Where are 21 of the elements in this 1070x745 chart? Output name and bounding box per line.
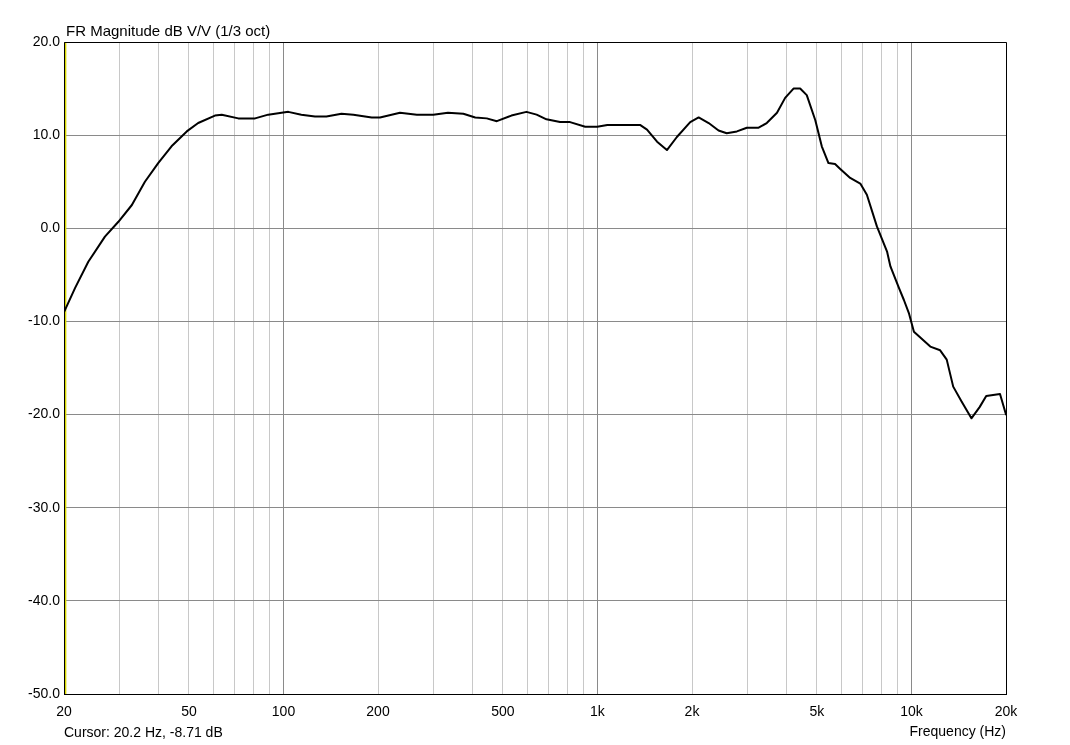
y-tick-label: 20.0: [32, 32, 61, 49]
x-tick-label: 200: [366, 703, 390, 720]
y-tick-label: -20.0: [28, 405, 61, 422]
y-tick-label: -40.0: [28, 591, 61, 608]
chart-title: FR Magnitude dB V/V (1/3 oct): [66, 21, 271, 39]
x-tick-label: 500: [491, 703, 515, 720]
x-tick-label: 20: [56, 703, 72, 720]
text: Cursor: 20.2 Hz, -8.71 dB: [64, 723, 223, 740]
x-tick-label: 50: [181, 703, 197, 720]
y-tick-label: -50.0: [28, 684, 61, 701]
x-tick-label: 20k: [994, 703, 1019, 720]
x-tick-label: 5k: [809, 703, 826, 720]
x-axis-title: Frequency (Hz): [909, 723, 1006, 740]
y-tick-label: -10.0: [28, 312, 61, 329]
y-tick-label: 10.0: [32, 126, 61, 142]
x-tick-label: 1k: [590, 703, 606, 720]
x-tick-label: 2k: [684, 703, 701, 720]
y-tick-label: -30.0: [28, 498, 61, 515]
y-tick-label: 0.0: [40, 219, 61, 236]
x-tick-label: 100: [271, 703, 296, 720]
x-tick-label: 10k: [900, 703, 924, 720]
